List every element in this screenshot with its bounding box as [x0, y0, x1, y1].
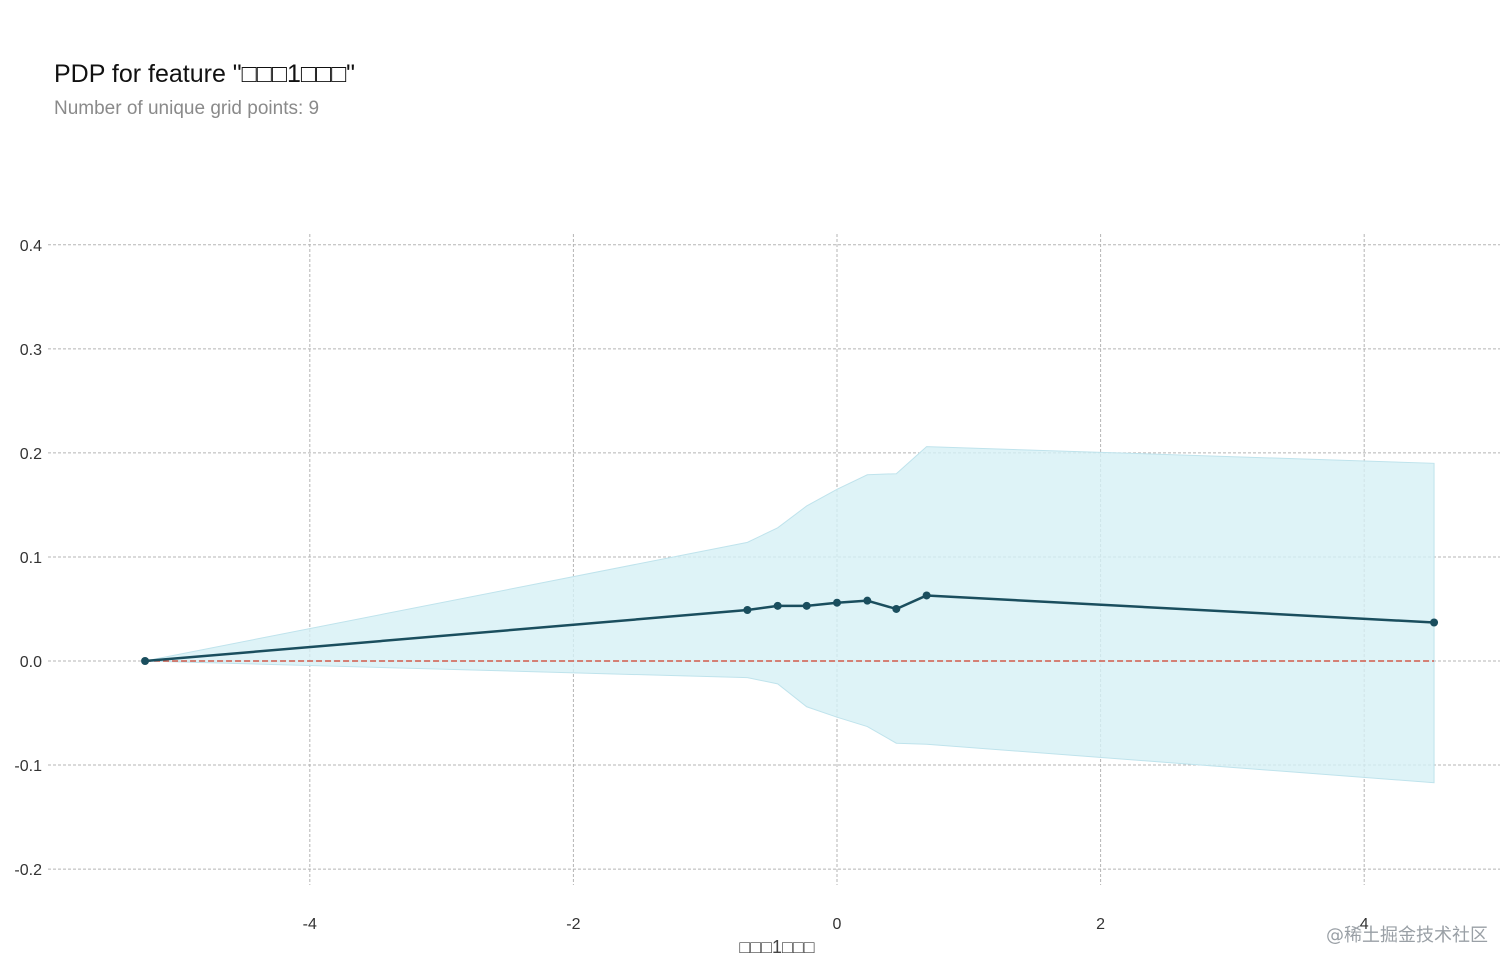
watermark: @稀土掘金技术社区 — [1326, 925, 1488, 946]
data-point — [1430, 618, 1439, 627]
y-tick-label: -0.1 — [14, 758, 42, 775]
data-point — [892, 604, 901, 613]
data-point — [833, 598, 841, 607]
y-tick-label: 0.4 — [20, 238, 42, 255]
data-point — [773, 601, 782, 610]
x-tick-label: 0 — [833, 916, 842, 933]
chart-subtitle: Number of unique grid points: 9 — [54, 98, 320, 119]
confidence-band — [144, 446, 1435, 784]
data-point — [863, 596, 872, 605]
tick-labels-layer: -0.2 -0.1 0.0 0.1 0.2 0.3 0.4 -4 -2 0 2 4 — [14, 238, 1368, 933]
y-tick-label: 0.2 — [20, 446, 42, 463]
x-tick-label: -2 — [566, 916, 580, 933]
confidence-band-layer — [144, 446, 1435, 784]
y-tick-label: -0.2 — [14, 862, 42, 879]
data-points-layer — [141, 591, 1439, 665]
y-tick-label: 0.3 — [20, 342, 42, 359]
data-point — [802, 601, 811, 610]
x-tick-label: 2 — [1096, 916, 1105, 933]
x-tick-label: 4 — [1360, 916, 1369, 933]
data-point — [743, 606, 752, 615]
y-tick-label: 0.1 — [20, 550, 42, 567]
x-axis-label: □□□1□□□ — [739, 937, 814, 957]
y-tick-label: 0.0 — [20, 654, 42, 671]
data-point — [141, 657, 150, 665]
data-point — [922, 591, 931, 600]
x-tick-label: -4 — [303, 916, 317, 933]
chart-title: PDP for feature "□□□1□□□" — [54, 60, 356, 88]
